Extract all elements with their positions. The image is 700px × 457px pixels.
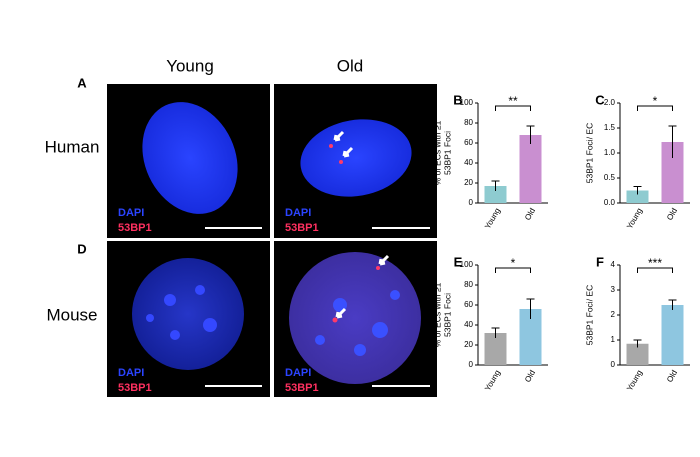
column-label: Young — [166, 56, 214, 75]
y-tick-label: 80 — [464, 280, 473, 289]
y-tick-label: 20 — [464, 178, 473, 187]
x-tick-label: Young — [483, 369, 502, 393]
bar — [519, 135, 542, 203]
bar — [626, 343, 649, 365]
stain-label: 53BP1 — [118, 382, 152, 394]
y-tick-label: 80 — [464, 118, 473, 127]
y-tick-label: 1 — [611, 335, 616, 344]
significance-bracket — [637, 105, 673, 111]
bar — [661, 142, 684, 203]
y-tick-label: 0 — [469, 360, 474, 369]
panel-label: F — [596, 254, 604, 269]
y-tick-label: 1.5 — [604, 123, 616, 132]
row-label: Human — [45, 137, 100, 156]
panel-label: D — [77, 241, 86, 256]
y-axis-label: 53BP1 Foci/ EC — [584, 285, 594, 345]
significance-bracket — [495, 267, 531, 273]
panel-label: A — [77, 75, 87, 90]
y-tick-label: 60 — [464, 138, 473, 147]
bar — [661, 305, 684, 365]
y-tick-label: 0.0 — [604, 198, 616, 207]
stain-label: 53BP1 — [118, 222, 152, 234]
image-old-mouse — [274, 241, 437, 397]
y-tick-label: 40 — [464, 158, 473, 167]
x-tick-label: Old — [665, 207, 679, 222]
x-tick-label: Old — [523, 369, 537, 384]
bar — [626, 190, 649, 203]
panel-label: E — [454, 254, 463, 269]
stain-label: DAPI — [118, 367, 144, 379]
y-tick-label: 2 — [611, 310, 616, 319]
image-young-human — [107, 84, 270, 238]
y-axis-label: % of ECs with ≥1 — [432, 282, 442, 347]
stain-label: DAPI — [285, 367, 311, 379]
stain-label: DAPI — [285, 207, 311, 219]
y-tick-label: 1.0 — [604, 148, 616, 157]
significance-label: *** — [648, 256, 662, 270]
y-tick-label: 0 — [611, 360, 616, 369]
y-axis-label: 53BP1 Foci/ EC — [584, 123, 594, 183]
bar — [484, 333, 507, 365]
y-axis-label: % of ECs with ≥1 — [432, 120, 442, 185]
y-axis-label: 53BP1 Foci — [442, 131, 452, 175]
image-young-mouse — [107, 241, 270, 397]
significance-bracket — [495, 105, 531, 111]
y-tick-label: 2.0 — [604, 98, 616, 107]
x-tick-label: Young — [625, 207, 644, 231]
y-tick-label: 3 — [611, 285, 616, 294]
stain-label: 53BP1 — [285, 382, 319, 394]
y-tick-label: 0 — [469, 198, 474, 207]
bar — [519, 309, 542, 365]
significance-label: ** — [508, 94, 518, 108]
y-tick-label: 4 — [611, 260, 616, 269]
y-tick-label: 0.5 — [604, 173, 616, 182]
y-tick-label: 100 — [460, 98, 474, 107]
y-tick-label: 20 — [464, 340, 473, 349]
y-axis-label: 53BP1 Foci — [442, 293, 452, 337]
significance-bracket — [637, 267, 673, 273]
y-tick-label: 60 — [464, 300, 473, 309]
column-label: Old — [337, 56, 363, 75]
x-tick-label: Old — [665, 369, 679, 384]
y-tick-label: 100 — [460, 260, 474, 269]
row-label: Mouse — [46, 305, 97, 324]
stain-label: DAPI — [118, 207, 144, 219]
significance-label: * — [653, 94, 658, 108]
stain-label: 53BP1 — [285, 222, 319, 234]
panel-label: C — [595, 92, 605, 107]
x-tick-label: Old — [523, 207, 537, 222]
bar — [484, 186, 507, 203]
significance-label: * — [511, 256, 516, 270]
x-tick-label: Young — [483, 207, 502, 231]
image-old-human — [274, 84, 437, 238]
panel-label: B — [453, 92, 462, 107]
x-tick-label: Young — [625, 369, 644, 393]
y-tick-label: 40 — [464, 320, 473, 329]
